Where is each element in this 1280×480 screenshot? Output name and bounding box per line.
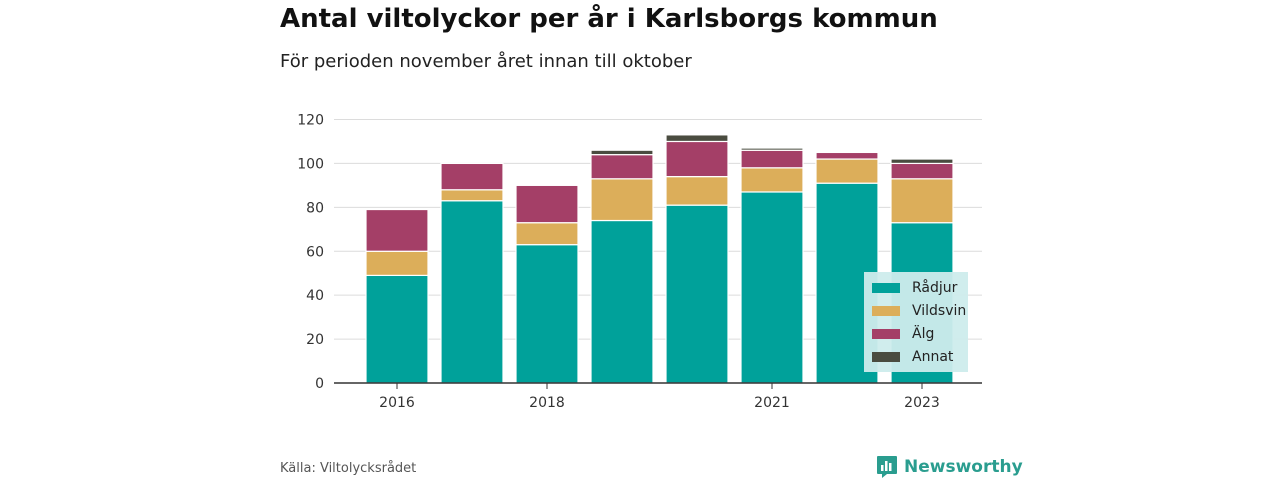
bar-segment[interactable] <box>365 250 429 277</box>
source-note: Källa: Viltolycksrådet <box>280 461 417 476</box>
legend-swatch-vildsvin <box>872 306 900 316</box>
bars <box>365 134 954 384</box>
legend-label-annat: Annat <box>912 349 954 365</box>
legend-item-alg[interactable]: Älg <box>872 324 934 344</box>
legend-swatch-radjur <box>872 283 900 293</box>
bar-segment[interactable] <box>440 189 504 202</box>
y-tick-label: 60 <box>306 244 324 260</box>
brand-logo[interactable]: Newsworthy <box>876 455 1023 479</box>
bar-segment[interactable] <box>815 151 879 160</box>
legend-item-annat[interactable]: Annat <box>872 347 953 367</box>
bar-segment[interactable] <box>440 200 504 384</box>
bar-segment[interactable] <box>665 140 729 178</box>
bar-segment[interactable] <box>740 191 804 384</box>
bar-segment[interactable] <box>740 167 804 193</box>
axes: 0 20 40 60 80 100 120 2016 2018 2021 2023 <box>297 113 982 411</box>
bar-segment[interactable] <box>515 184 579 224</box>
bar-segment[interactable] <box>890 178 954 224</box>
y-tick-label: 120 <box>297 113 324 129</box>
bar-segment[interactable] <box>740 149 804 169</box>
bar-segment[interactable] <box>815 158 879 184</box>
bar-segment[interactable] <box>590 149 654 156</box>
y-tick-label: 80 <box>306 200 324 216</box>
legend-label-radjur: Rådjur <box>912 280 958 296</box>
legend: Rådjur Vildsvin Älg Annat <box>864 272 968 372</box>
bar-segment[interactable] <box>665 204 729 384</box>
y-tick-label: 0 <box>315 376 324 392</box>
legend-item-radjur[interactable]: Rådjur <box>872 278 957 298</box>
y-tick-label: 20 <box>306 332 324 348</box>
x-tick-label: 2023 <box>904 395 940 411</box>
bar-segment[interactable] <box>740 147 804 151</box>
chart-subtitle: För perioden november året innan till ok… <box>280 51 692 72</box>
bar-segment[interactable] <box>890 158 954 165</box>
x-tick-label: 2016 <box>379 395 415 411</box>
legend-label-alg: Älg <box>912 326 935 342</box>
chart-title: Antal viltolyckor per år i Karlsborgs ko… <box>280 4 938 34</box>
x-tick-label: 2018 <box>529 395 565 411</box>
bar-segment[interactable] <box>665 175 729 206</box>
brand-name: Newsworthy <box>904 457 1023 477</box>
bar-segment[interactable] <box>365 208 429 252</box>
bar-segment[interactable] <box>365 274 429 384</box>
bar-segment[interactable] <box>515 222 579 246</box>
legend-swatch-annat <box>872 352 900 362</box>
bar-segment[interactable] <box>515 244 579 384</box>
bar-segment[interactable] <box>665 134 729 143</box>
bar-chart-speech-bubble-icon <box>877 456 897 478</box>
bar-segment[interactable] <box>590 154 654 180</box>
bar-segment[interactable] <box>440 162 504 191</box>
bar-segment[interactable] <box>890 162 954 180</box>
legend-label-vildsvin: Vildsvin <box>912 303 967 319</box>
bar-segment[interactable] <box>590 178 654 222</box>
legend-swatch-alg <box>872 329 900 339</box>
y-tick-label: 100 <box>297 156 324 172</box>
bar-segment[interactable] <box>590 219 654 384</box>
y-tick-label: 40 <box>306 288 324 304</box>
x-tick-label: 2021 <box>754 395 790 411</box>
legend-item-vildsvin[interactable]: Vildsvin <box>872 301 966 321</box>
